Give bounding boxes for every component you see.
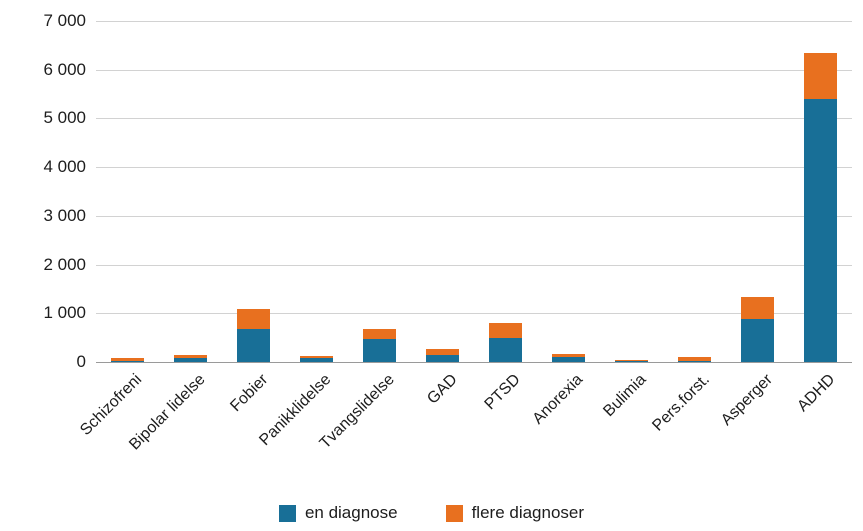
- y-tick-label-4000: 4 000: [43, 157, 86, 177]
- bar-segment-adhd-en-diagnose[interactable]: [804, 98, 837, 362]
- bar-segment-anorexia-flere-diagnoser[interactable]: [552, 353, 585, 357]
- x-tick-label-schizofreni: Schizofreni: [77, 371, 146, 439]
- bar-segment-bipolar-lidelse-flere-diagnoser[interactable]: [174, 354, 207, 358]
- y-tick-label-0: 0: [76, 352, 86, 371]
- x-tick-label-pers-forst-: Pers.forst.: [648, 371, 713, 435]
- y-tick-label-7000: 7 000: [43, 11, 86, 30]
- legend-swatch-icon: [445, 504, 463, 522]
- bar-segment-gad-flere-diagnoser[interactable]: [426, 349, 459, 355]
- bar-segment-panikklidelse-flere-diagnoser[interactable]: [300, 355, 333, 359]
- x-tick-label-fobier: Fobier: [227, 371, 272, 416]
- legend-item-en-diagnose[interactable]: en diagnose: [278, 503, 398, 523]
- bar-segment-schizofreni-en-diagnose[interactable]: [111, 361, 144, 362]
- bar-segment-bulimia-en-diagnose[interactable]: [615, 360, 648, 362]
- x-tick-label-ptsd: PTSD: [481, 371, 524, 414]
- gridline-7000: [96, 21, 852, 22]
- legend-swatch-icon: [278, 504, 296, 522]
- y-tick-label-1000: 1 000: [43, 303, 86, 323]
- bar-segment-panikklidelse-en-diagnose[interactable]: [300, 358, 333, 362]
- gridline-4000: [96, 167, 852, 169]
- legend-label: flere diagnoser: [471, 503, 585, 522]
- y-tick-label-5000: 5 000: [43, 108, 86, 128]
- bar-segment-schizofreni-flere-diagnoser[interactable]: [111, 357, 144, 362]
- gridline-3000: [96, 215, 852, 217]
- bar-segment-fobier-flere-diagnoser[interactable]: [237, 309, 270, 330]
- bar-segment-adhd-flere-diagnoser[interactable]: [804, 52, 837, 99]
- legend-item-flere-diagnoser[interactable]: flere diagnoser: [445, 503, 585, 523]
- bar-segment-fobier-en-diagnose[interactable]: [237, 329, 270, 362]
- legend: en diagnose flere diagnoser: [0, 503, 863, 523]
- x-tick-label-anorexia: Anorexia: [529, 371, 587, 428]
- bar-segment-bipolar-lidelse-en-diagnose[interactable]: [174, 357, 207, 362]
- y-tick-label-3000: 3 000: [43, 205, 86, 225]
- gridline-1000: [96, 313, 852, 315]
- bar-segment-anorexia-en-diagnose[interactable]: [552, 356, 585, 362]
- x-tick-label-bulimia: Bulimia: [600, 371, 650, 421]
- bar-segment-pers-forst--flere-diagnoser[interactable]: [678, 356, 711, 362]
- bar-segment-ptsd-en-diagnose[interactable]: [489, 337, 522, 362]
- bar-segment-asperger-en-diagnose[interactable]: [741, 319, 774, 362]
- bar-segment-tvangslidelse-flere-diagnoser[interactable]: [363, 328, 396, 340]
- gridline-2000: [96, 264, 852, 266]
- bar-segment-tvangslidelse-en-diagnose[interactable]: [363, 339, 396, 362]
- gridline-6000: [96, 69, 852, 71]
- y-tick-label-6000: 6 000: [43, 59, 86, 79]
- gridline-5000: [96, 118, 852, 120]
- x-axis-baseline: [96, 362, 852, 363]
- bar-segment-asperger-flere-diagnoser[interactable]: [741, 297, 774, 320]
- x-tick-label-adhd: ADHD: [794, 371, 839, 416]
- legend-label: en diagnose: [304, 503, 398, 522]
- bar-segment-gad-en-diagnose[interactable]: [426, 354, 459, 362]
- x-tick-label-asperger: Asperger: [717, 371, 776, 429]
- y-tick-label-2000: 2 000: [43, 254, 86, 274]
- x-tick-label-gad: GAD: [423, 371, 461, 408]
- bar-segment-ptsd-flere-diagnoser[interactable]: [489, 323, 522, 338]
- bar-segment-pers-forst--en-diagnose[interactable]: [678, 361, 711, 362]
